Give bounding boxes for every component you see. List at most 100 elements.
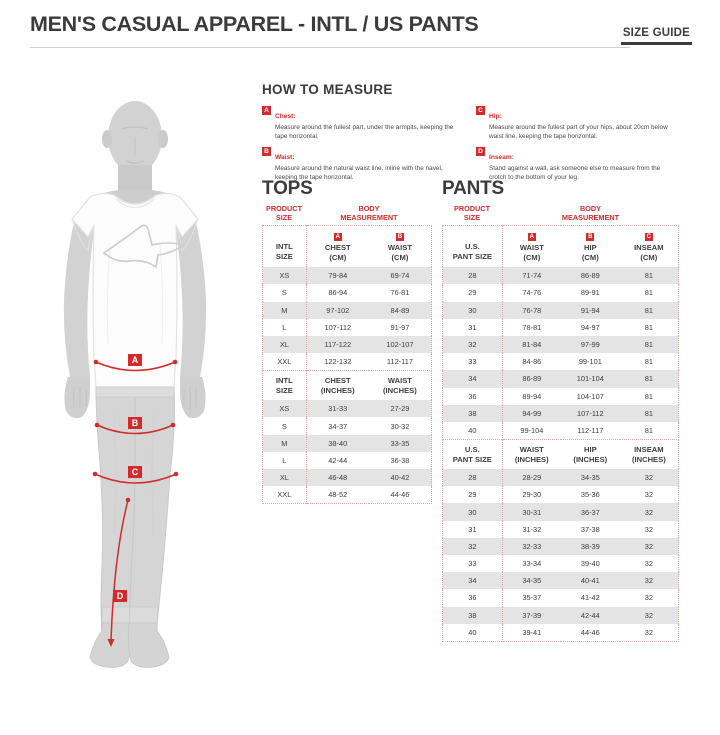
measure-term-inseam: Inseam: <box>489 153 514 161</box>
pants-inches-table: U.S. PANT SIZE WAIST (INCHES) HIP (INCHES) … <box>442 440 679 642</box>
size-guide-badge: SIZE GUIDE <box>620 23 692 45</box>
table-row: 28 28-29 34-35 32 <box>442 469 679 487</box>
cell-hip: 36-37 <box>560 503 620 521</box>
cell-size: XL <box>262 335 307 354</box>
cell-waist: 33-34 <box>502 554 561 573</box>
cell-size: 34 <box>442 572 503 590</box>
cell-waist: 34-35 <box>502 572 561 590</box>
measure-item-chest: A Chest: Measure around the fullest part… <box>262 105 458 142</box>
cell-hip: 39-40 <box>560 554 620 573</box>
cell-waist: 36-38 <box>368 451 432 470</box>
cell-waist: 102-107 <box>368 335 432 354</box>
pants-table-block: PANTS PRODUCT SIZE BODY MEASUREMENT U.S.… <box>442 178 679 642</box>
cell-inseam: 81 <box>619 353 679 371</box>
cell-chest: 42-44 <box>306 451 369 470</box>
table-row: 31 31-32 37-38 32 <box>442 520 679 538</box>
cell-waist: 69-74 <box>368 267 432 285</box>
cell-hip: 101-104 <box>560 370 620 388</box>
page-header: MEN'S CASUAL APPAREL - INTL / US PANTS S… <box>0 0 720 56</box>
svg-text:A: A <box>132 355 139 365</box>
table-row: XS 79-84 69-74 <box>262 267 432 285</box>
cell-waist: 112-117 <box>368 353 432 371</box>
pants-in-header-hip: HIP (INCHES) <box>560 440 620 470</box>
cell-hip: 99-101 <box>560 353 620 371</box>
measure-desc-hip: Measure around the fullest part of your … <box>489 124 668 141</box>
cell-size: 38 <box>442 404 503 422</box>
measure-item-inseam: D Inseam: Stand against a wall, ask some… <box>476 146 672 183</box>
cell-inseam: 32 <box>619 520 679 538</box>
table-row: 33 33-34 39-40 32 <box>442 554 679 573</box>
marker-d-icon: D <box>476 146 485 156</box>
cell-size: 29 <box>442 284 503 302</box>
cell-waist: 84-86 <box>502 353 561 371</box>
table-row: 30 76-78 91-94 81 <box>442 301 679 319</box>
cell-waist: 89-94 <box>502 387 561 405</box>
cell-inseam: 81 <box>619 335 679 354</box>
marker-a-icon: A <box>527 233 536 242</box>
cell-size: 30 <box>442 503 503 521</box>
cell-waist: 99-104 <box>502 421 561 440</box>
cell-inseam: 81 <box>619 267 679 285</box>
cell-waist: 76-78 <box>502 301 561 319</box>
cell-hip: 44-46 <box>560 623 620 642</box>
cell-hip: 86-89 <box>560 267 620 285</box>
header-divider <box>30 47 630 48</box>
table-row: S 34-37 30-32 <box>262 417 432 435</box>
table-row: 30 30-31 36-37 32 <box>442 503 679 521</box>
cell-waist: 40-42 <box>368 469 432 487</box>
page-title: MEN'S CASUAL APPAREL - INTL / US PANTS <box>30 12 479 36</box>
tops-cm-table: INTL SIZE A CHEST (CM) B WAIST (CM) XS 79-8… <box>262 225 432 372</box>
cell-size: XXL <box>262 486 307 504</box>
marker-b-icon: B <box>262 146 271 156</box>
pants-caption-body-measurement: BODY MEASUREMENT <box>561 204 620 223</box>
cell-chest: 97-102 <box>306 301 369 319</box>
cell-size: 33 <box>442 353 503 371</box>
cell-hip: 112-117 <box>560 421 620 440</box>
pants-title: PANTS <box>442 178 504 199</box>
measure-item-hip: C Hip: Measure around the fullest part o… <box>476 105 672 142</box>
table-row: L 42-44 36-38 <box>262 451 432 470</box>
measure-term-hip: Hip: <box>489 113 502 120</box>
tops-in-header-waist: WAIST (INCHES) <box>368 371 432 401</box>
how-to-measure-column-left: A Chest: Measure around the fullest part… <box>262 105 458 186</box>
cell-size: XXL <box>262 353 307 371</box>
tops-cm-header-waist: B WAIST (CM) <box>368 225 432 268</box>
cell-hip: 34-35 <box>560 469 620 487</box>
table-row: 36 89-94 104-107 81 <box>442 387 679 405</box>
cell-waist: 35-37 <box>502 589 561 607</box>
table-header-row: INTL SIZE A CHEST (CM) B WAIST (CM) <box>262 225 432 268</box>
pants-captions: PRODUCT SIZE BODY MEASUREMENT <box>442 204 679 222</box>
tops-caption-body-measurement: BODY MEASUREMENT <box>340 204 398 223</box>
cell-size: 28 <box>442 267 503 285</box>
cell-size: 30 <box>442 301 503 319</box>
table-row: XL 46-48 40-42 <box>262 469 432 487</box>
cell-waist: 91-97 <box>368 318 432 336</box>
cell-waist: 28-29 <box>502 469 561 487</box>
pants-cm-header-inseam: C INSEAM (CM) <box>619 225 679 268</box>
tops-cm-header-size: INTL SIZE <box>262 225 307 268</box>
how-to-measure-title: HOW TO MEASURE <box>262 82 393 97</box>
cell-inseam: 81 <box>619 318 679 336</box>
cell-inseam: 81 <box>619 404 679 422</box>
cell-hip: 94-97 <box>560 318 620 336</box>
tops-table-block: TOPS PRODUCT SIZE BODY MEASUREMENT INTL S… <box>262 178 432 505</box>
alpinestars-logo <box>102 224 186 269</box>
cell-size: XL <box>262 469 307 487</box>
table-row: 34 34-35 40-41 32 <box>442 572 679 590</box>
cell-inseam: 32 <box>619 503 679 521</box>
cell-waist: 81-84 <box>502 335 561 354</box>
cell-size: 29 <box>442 486 503 504</box>
table-row: 32 81-84 97-99 81 <box>442 335 679 354</box>
cell-size: 36 <box>442 387 503 405</box>
cell-inseam: 81 <box>619 301 679 319</box>
table-row: 38 94-99 107-112 81 <box>442 404 679 422</box>
table-header-row: U.S. PANT SIZE A WAIST (CM) B HIP (CM) C IN… <box>442 225 679 268</box>
pants-cm-header-size: U.S. PANT SIZE <box>442 225 503 268</box>
cell-waist: 29-30 <box>502 486 561 504</box>
cell-inseam: 81 <box>619 421 679 440</box>
cell-size: 31 <box>442 520 503 538</box>
table-row: 29 74-76 89-91 81 <box>442 284 679 302</box>
pants-in-header-waist: WAIST (INCHES) <box>502 440 561 470</box>
table-row: 29 29-30 35-36 32 <box>442 486 679 504</box>
